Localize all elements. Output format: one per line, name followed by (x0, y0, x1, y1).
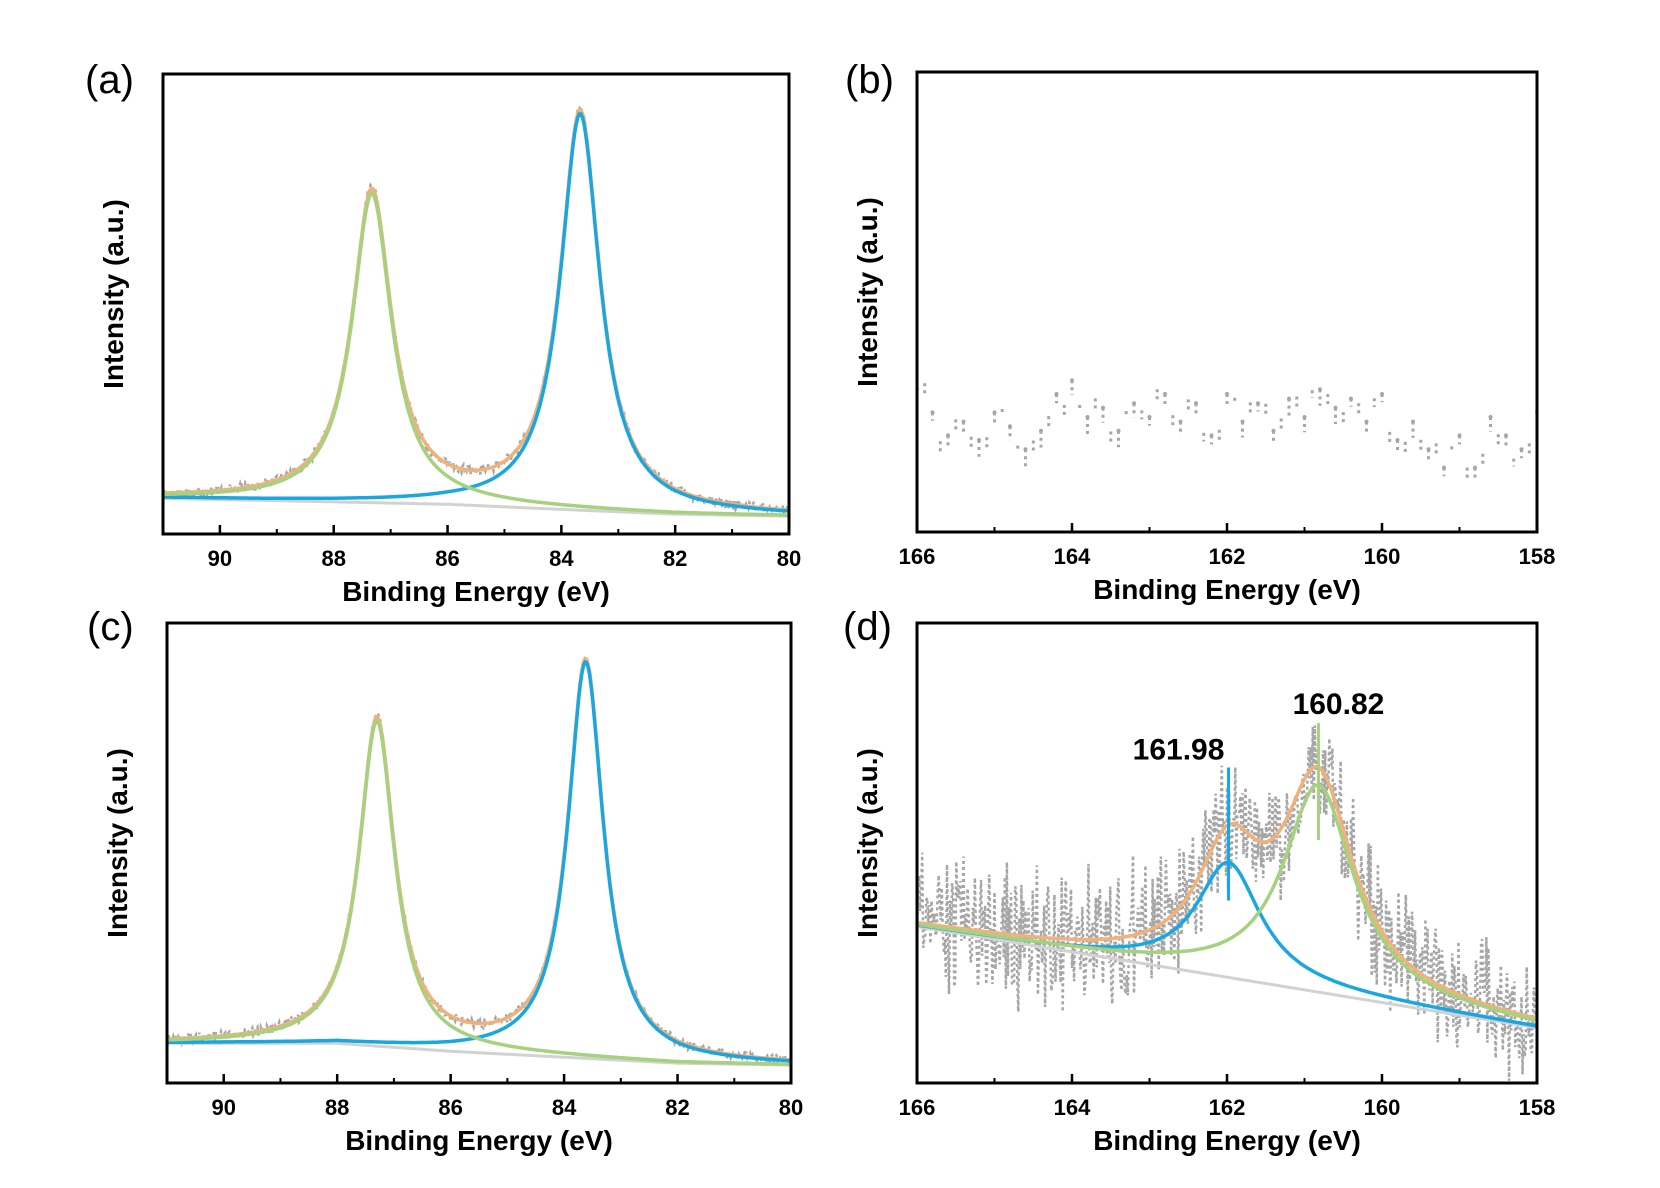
x-tick-label: 158 (1519, 544, 1556, 569)
y-axis-title: Intensity (a.u.) (98, 199, 129, 389)
panel-d: 161.98 160.82 166 164 162 160 158 Binding Energ… (843, 605, 1555, 1156)
x-tick-label: 90 (208, 546, 232, 571)
panel-label: (a) (85, 58, 134, 102)
y-axis-title: Intensity (a.u.) (852, 748, 883, 938)
plot-area-a (163, 103, 789, 518)
x-tick-label: 88 (321, 546, 345, 571)
y-axis-title: Intensity (a.u.) (102, 748, 133, 938)
panel-b: 166 164 162 160 158 Binding Energy (eV) Intens… (845, 58, 1555, 605)
raw-data-series (917, 725, 1537, 1081)
x-tick-label: 164 (1054, 1095, 1091, 1120)
panel-label: (c) (87, 605, 134, 649)
background-line (917, 925, 1537, 1030)
x-tick-label: 88 (325, 1095, 349, 1120)
envelope-fit-line (163, 108, 789, 512)
peak-annotation: 161.98 (1133, 733, 1225, 766)
x-tick-label: 84 (549, 546, 574, 571)
x-tick-label: 158 (1519, 1095, 1556, 1120)
envelope-fit-line (167, 656, 791, 1062)
x-tick-label: 162 (1209, 1095, 1246, 1120)
x-axis-title: Binding Energy (eV) (1093, 1125, 1361, 1156)
plot-frame (165, 621, 793, 1085)
x-axis-title: Binding Energy (eV) (342, 576, 610, 607)
envelope-fit-line (917, 764, 1537, 1021)
x-tick-label: 84 (552, 1095, 577, 1120)
x-tick-label: 80 (777, 546, 801, 571)
panel-label: (d) (843, 605, 892, 649)
x-tick-label: 80 (779, 1095, 803, 1120)
data-series-dots (917, 380, 1537, 481)
panel-label: (b) (845, 58, 894, 102)
x-tick-label: 160 (1364, 544, 1401, 569)
x-tick-label: 166 (899, 1095, 936, 1120)
peak-fit-green (163, 191, 789, 517)
panel-c: 90 88 86 84 82 80 Binding Energy (eV) Intensity… (87, 605, 803, 1156)
plot-area-b (917, 378, 1537, 481)
panel-a: 90 88 86 84 82 80 Binding Energy (eV) Intensity… (85, 58, 801, 607)
peak-annotation: 160.82 (1293, 688, 1385, 721)
x-tick-label: 162 (1209, 544, 1246, 569)
y-axis-title: Intensity (a.u.) (852, 197, 883, 387)
plot-frame (161, 72, 791, 536)
background-line (163, 496, 789, 518)
plot-area-c (167, 656, 791, 1067)
x-tick-label: 86 (435, 546, 459, 571)
x-tick-label: 160 (1364, 1095, 1401, 1120)
plot-area-d (917, 725, 1537, 1081)
x-tick-label: 82 (663, 546, 687, 571)
plot-frame (915, 70, 1539, 534)
x-tick-label: 164 (1054, 544, 1091, 569)
x-axis-title: Binding Energy (eV) (345, 1125, 613, 1156)
peak-fit-green (917, 783, 1537, 1022)
raw-data-series (163, 103, 789, 517)
peak-fit-blue (163, 112, 789, 513)
raw-data-series (167, 657, 791, 1067)
x-tick-label: 82 (665, 1095, 689, 1120)
x-axis-title: Binding Energy (eV) (1093, 574, 1361, 605)
peak-fit-green (167, 719, 791, 1067)
x-tick-label: 86 (438, 1095, 462, 1120)
peak-fit-blue (167, 659, 791, 1063)
x-tick-label: 90 (211, 1095, 235, 1120)
x-tick-label: 166 (899, 544, 936, 569)
